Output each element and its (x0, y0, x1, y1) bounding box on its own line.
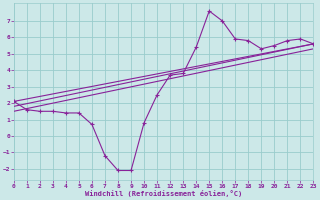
X-axis label: Windchill (Refroidissement éolien,°C): Windchill (Refroidissement éolien,°C) (85, 190, 242, 197)
